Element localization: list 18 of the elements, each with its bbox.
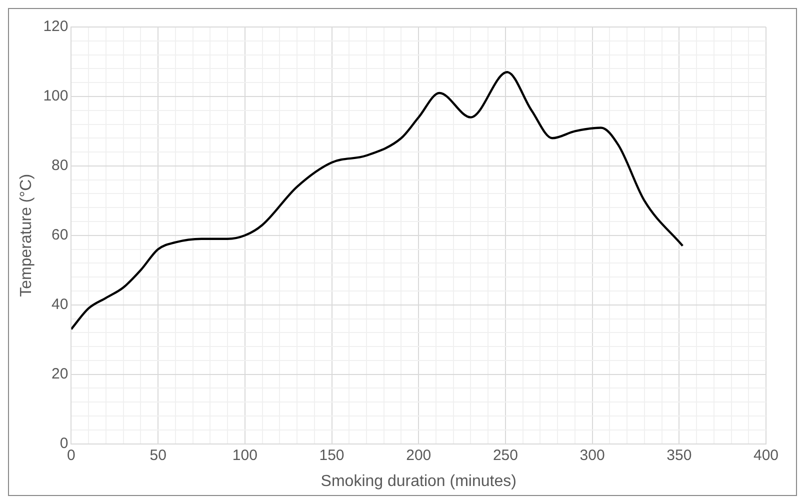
x-tick-label: 350 xyxy=(666,446,692,464)
x-tick-label: 100 xyxy=(232,446,258,464)
y-tick-label: 40 xyxy=(52,296,68,314)
y-axis-title: Temperature (°C) xyxy=(18,174,36,297)
y-tick-label: 60 xyxy=(52,226,68,244)
x-tick-label: 150 xyxy=(319,446,344,464)
y-tick-label: 80 xyxy=(52,157,68,174)
y-tick-label: 100 xyxy=(43,88,68,105)
x-axis-title: Smoking duration (minutes) xyxy=(320,472,516,490)
x-tick-label: 50 xyxy=(150,446,166,464)
x-tick-label: 250 xyxy=(492,446,518,464)
x-tick-label: 200 xyxy=(406,446,432,464)
y-tick-label: 0 xyxy=(60,434,68,452)
x-tick-label: 400 xyxy=(753,446,779,464)
y-tick-label: 120 xyxy=(43,18,68,36)
x-tick-label: 300 xyxy=(580,446,605,464)
line-series xyxy=(71,71,684,330)
y-tick-label: 20 xyxy=(52,365,68,382)
